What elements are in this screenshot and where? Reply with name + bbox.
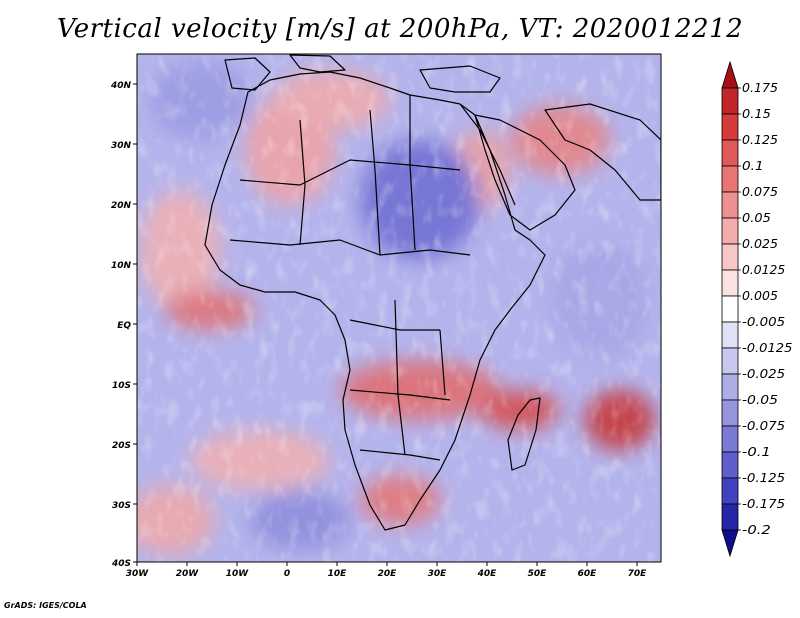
colorbar-label: 0.005 bbox=[742, 289, 778, 303]
lon-label: 20E bbox=[378, 569, 398, 579]
lon-label: 40E bbox=[477, 569, 498, 579]
lon-label: 50E bbox=[528, 569, 548, 579]
coastlines bbox=[204, 54, 661, 531]
colorbar-swatch bbox=[721, 347, 739, 375]
colorbar-label: -0.005 bbox=[742, 315, 785, 329]
lon-label: 70E bbox=[628, 569, 648, 579]
lat-label: 10S bbox=[112, 381, 131, 391]
colorbar-label: 0.0125 bbox=[742, 263, 785, 277]
colorbar-arrow-bottom bbox=[721, 529, 739, 558]
grads-credit: GrADS: IGES/COLA bbox=[4, 601, 87, 610]
lat-label: 10N bbox=[111, 261, 132, 271]
colorbar-label: 0.15 bbox=[742, 107, 771, 121]
colorbar-swatch bbox=[721, 191, 739, 219]
colorbar-label: -0.05 bbox=[742, 393, 778, 407]
colorbar-label: 0.125 bbox=[742, 133, 778, 147]
colorbar-swatch bbox=[721, 373, 739, 401]
lon-label: 10E bbox=[328, 569, 348, 579]
lat-label: 40S bbox=[111, 559, 131, 569]
colorbar-label: -0.125 bbox=[742, 471, 785, 485]
colorbar-label: -0.025 bbox=[742, 367, 785, 381]
colorbar-swatch bbox=[721, 321, 739, 349]
colorbar-label: 0.05 bbox=[742, 211, 771, 225]
colorbar-swatch bbox=[721, 451, 739, 479]
colorbar-label: 0.1 bbox=[742, 159, 764, 173]
colorbar-arrow-top bbox=[721, 60, 739, 89]
lon-label: 20W bbox=[176, 569, 200, 579]
colorbar-label: -0.075 bbox=[742, 419, 785, 433]
lat-label: EQ bbox=[117, 321, 131, 331]
colorbar-label: -0.175 bbox=[742, 497, 785, 511]
velocity-field bbox=[137, 54, 661, 562]
lon-label: 30E bbox=[428, 569, 448, 579]
latitude-axis: 40N 30N 20N 10N EQ 10S 20S 30S 40S bbox=[110, 81, 137, 569]
map-frame bbox=[136, 53, 662, 563]
lat-label: 20S bbox=[112, 441, 131, 451]
lon-label: 10W bbox=[226, 569, 250, 579]
map-title: Vertical velocity [m/s] at 200hPa, VT: 2… bbox=[56, 14, 744, 44]
colorbar-swatch bbox=[721, 113, 739, 141]
colorbar-swatch bbox=[721, 269, 739, 297]
lon-label: 30W bbox=[126, 569, 150, 579]
colorbar-swatch bbox=[721, 243, 739, 271]
lon-label: 60E bbox=[578, 569, 598, 579]
lat-label: 20N bbox=[111, 201, 132, 211]
colorbar-swatch bbox=[721, 87, 739, 115]
colorbar-swatch bbox=[721, 165, 739, 193]
lon-label: 0 bbox=[284, 569, 290, 579]
colorbar-swatch bbox=[721, 503, 739, 531]
colorbar-label: -0.0125 bbox=[742, 341, 792, 355]
colorbar-swatch bbox=[721, 217, 739, 245]
lat-label: 40N bbox=[110, 81, 132, 91]
longitude-axis: 30W 20W 10W 0 10E 20E 30E 40E 50E 60E 70… bbox=[126, 562, 647, 579]
colorbar-swatch bbox=[721, 477, 739, 505]
colorbar-label: -0.2 bbox=[742, 523, 771, 537]
colorbar-swatch bbox=[721, 399, 739, 427]
colorbar-swatch bbox=[721, 295, 739, 323]
colorbar-label: -0.1 bbox=[742, 445, 771, 459]
colorbar-label: 0.175 bbox=[742, 81, 778, 95]
colorbar-label: 0.075 bbox=[742, 185, 778, 199]
lat-label: 30N bbox=[111, 141, 132, 151]
lat-label: 30S bbox=[112, 501, 131, 511]
colorbar: 0.175 0.15 0.125 0.1 0.075 0.05 0.025 0.0125 0.0… bbox=[721, 60, 792, 558]
colorbar-label: 0.025 bbox=[742, 237, 778, 251]
colorbar-swatch bbox=[721, 139, 739, 167]
colorbar-swatch bbox=[721, 425, 739, 453]
